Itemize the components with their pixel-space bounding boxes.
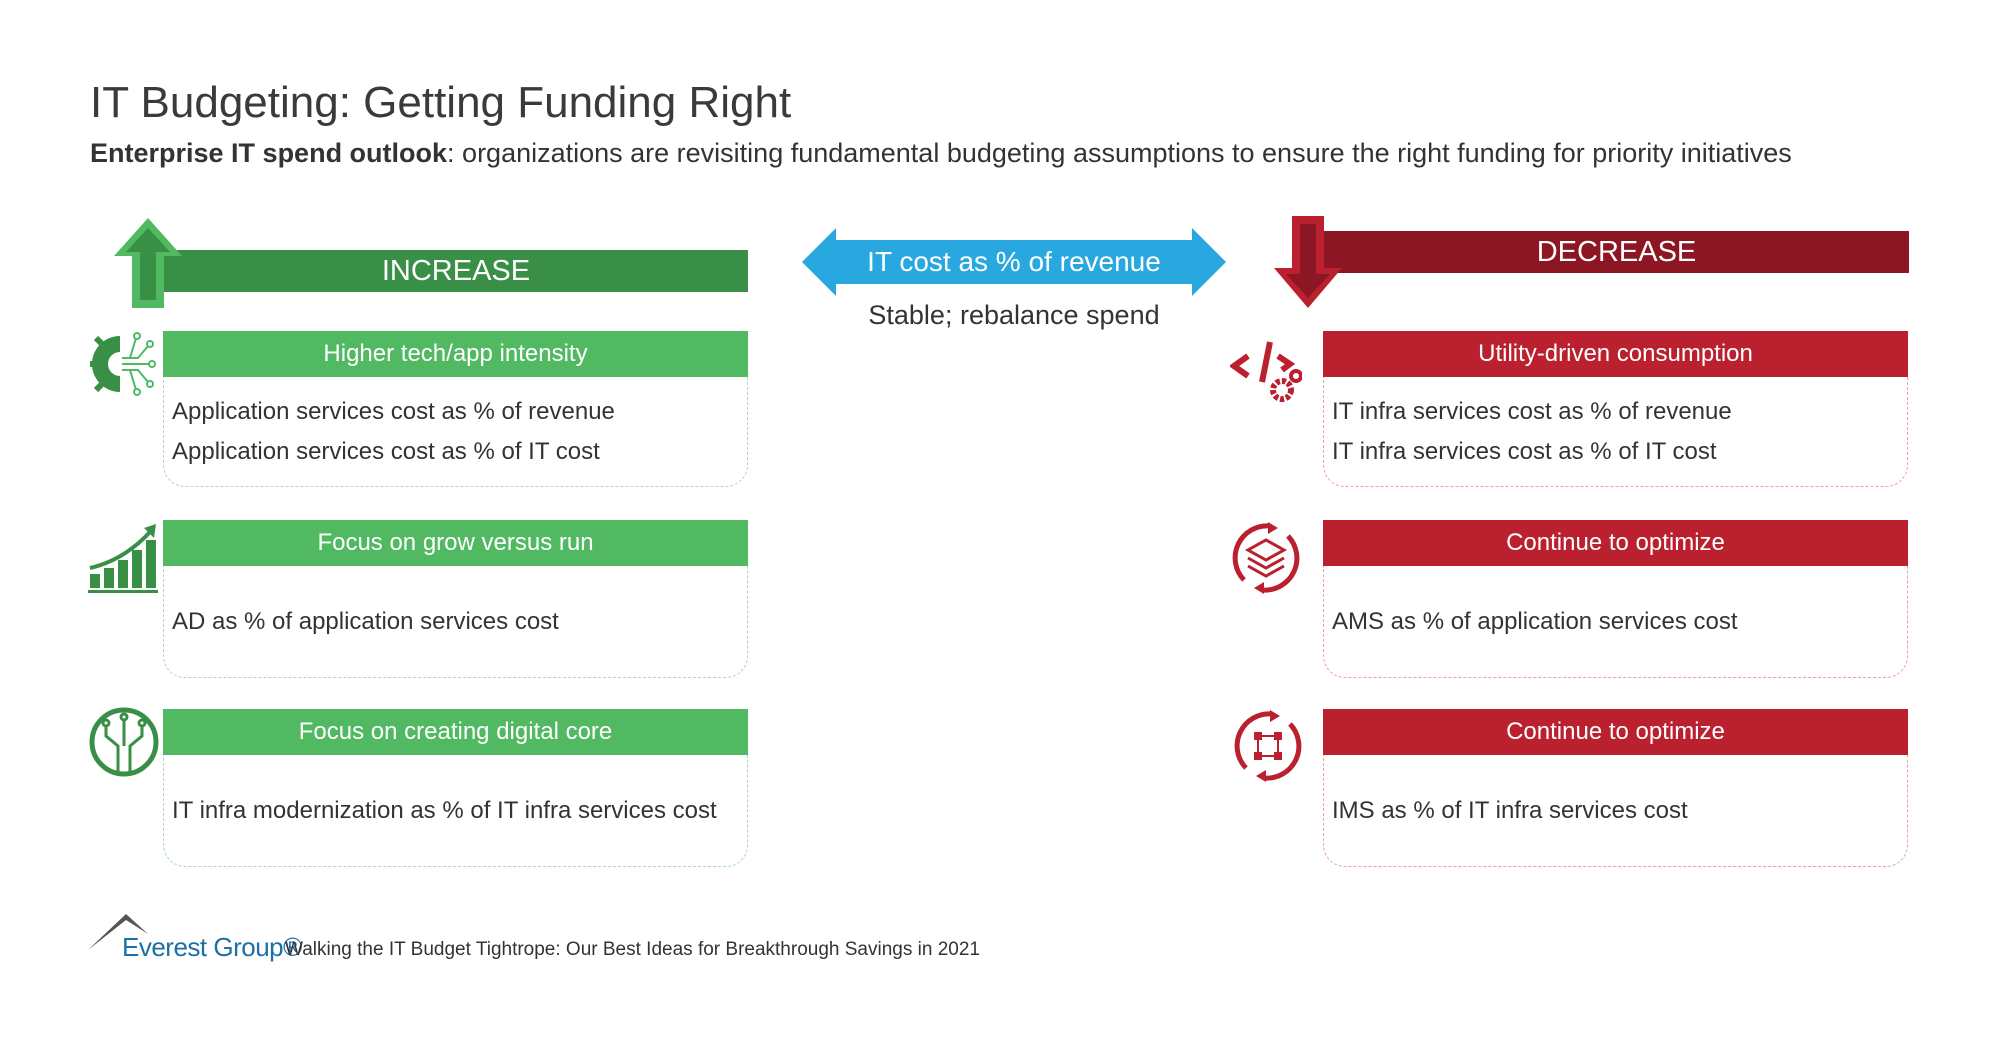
down-arrow-icon	[1274, 216, 1342, 308]
infra-cycle-icon	[1234, 710, 1302, 782]
card-header: Higher tech/app intensity	[163, 331, 748, 377]
increase-card-1: Higher tech/app intensity Application ser…	[163, 331, 748, 487]
up-arrow-icon	[114, 218, 182, 308]
subtitle-bold: Enterprise IT spend outlook	[90, 138, 448, 168]
subtitle-rest: : organizations are revisiting fundament…	[447, 138, 1792, 168]
digital-core-icon	[89, 707, 159, 777]
card-item: IT infra services cost as % of IT cost	[1332, 437, 1717, 465]
layers-cycle-icon	[1232, 522, 1300, 594]
increase-card-3: Focus on creating digital core IT infra m…	[163, 709, 748, 867]
footer-source: Walking the IT Budget Tightrope: Our Bes…	[285, 939, 980, 960]
increase-card-2: Focus on grow versus run AD as % of appli…	[163, 520, 748, 678]
card-item: IMS as % of IT infra services cost	[1332, 796, 1688, 824]
growth-chart-icon	[88, 524, 158, 593]
card-item: IT infra services cost as % of revenue	[1332, 397, 1732, 425]
card-header: Utility-driven consumption	[1323, 331, 1908, 377]
card-header: Focus on creating digital core	[163, 709, 748, 755]
card-header: Focus on grow versus run	[163, 520, 748, 566]
center-label: IT cost as % of revenue	[867, 246, 1161, 277]
code-gears-icon	[1230, 341, 1302, 402]
page-title: IT Budgeting: Getting Funding Right	[90, 78, 792, 127]
card-item: IT infra modernization as % of IT infra …	[172, 796, 717, 824]
card-header: Continue to optimize	[1323, 520, 1908, 566]
center-note: Stable; rebalance spend	[868, 300, 1160, 330]
increase-label: INCREASE	[381, 254, 531, 287]
increase-banner: INCREASE	[164, 250, 748, 292]
subtitle: Enterprise IT spend outlook: organizatio…	[90, 138, 1792, 169]
decrease-label: DECREASE	[1536, 235, 1697, 268]
card-item: Application services cost as % of IT cos…	[172, 437, 600, 465]
decrease-card-1: Utility-driven consumption IT infra servi…	[1323, 331, 1908, 487]
card-header: Continue to optimize	[1323, 709, 1908, 755]
decrease-card-3: Continue to optimize IMS as % of IT infra…	[1323, 709, 1908, 867]
decrease-banner: DECREASE	[1324, 231, 1909, 273]
card-item: Application services cost as % of revenu…	[172, 397, 615, 425]
double-arrow-icon	[802, 228, 1226, 296]
decrease-card-2: Continue to optimize AMS as % of applicat…	[1323, 520, 1908, 678]
gear-circuit-icon	[90, 332, 156, 396]
card-item: AMS as % of application services cost	[1332, 607, 1738, 635]
everest-group-logo: Everest Group®	[122, 932, 302, 962]
card-item: AD as % of application services cost	[172, 607, 559, 635]
everest-logo-mountain-icon	[88, 914, 148, 950]
